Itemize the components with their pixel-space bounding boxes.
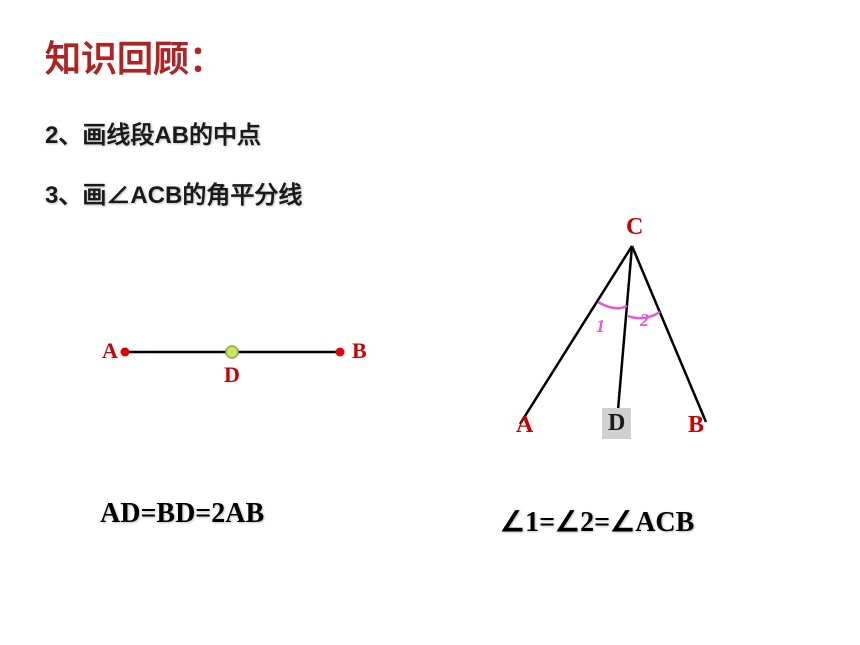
label-angle-1: 1 [596,316,605,337]
angle-diagram [0,0,860,645]
equation-right: ∠1=∠2=∠ACB [500,505,694,539]
ray-cd [618,246,632,410]
label-angle-c: C [626,214,643,241]
label-angle-b: B [688,412,704,439]
equation-left: AD=BD=2AB [100,498,264,530]
label-angle-a: A [516,412,533,439]
arc-1 [598,302,627,308]
label-angle-d: D [602,408,631,439]
ray-ca [520,246,632,424]
ray-cb [632,246,706,422]
label-angle-2: 2 [640,310,649,331]
